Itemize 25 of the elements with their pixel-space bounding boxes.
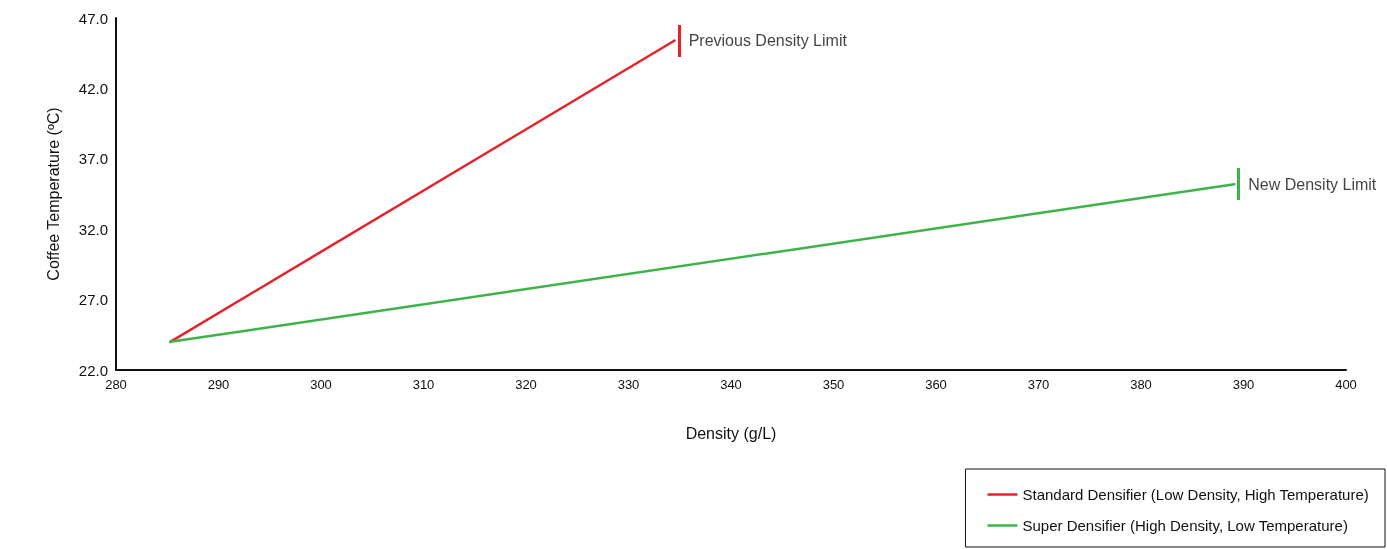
x-tick-label: 320 <box>515 377 537 392</box>
y-tick-label: 47.0 <box>78 9 108 27</box>
x-tick-label: 380 <box>1130 377 1152 392</box>
annotation: New Density Limit <box>1248 175 1377 193</box>
x-tick-label: 300 <box>310 377 332 392</box>
y-axis-title: Coffee Temperature (ºC) <box>44 107 62 281</box>
y-tick-label: 22.0 <box>78 361 108 379</box>
x-tick-label: 370 <box>1027 377 1050 392</box>
x-tick-label: 290 <box>207 377 230 392</box>
x-tick-label: 360 <box>925 377 947 392</box>
x-tick-label: 330 <box>617 377 640 392</box>
x-tick-label: 310 <box>412 377 435 392</box>
x-tick-label: 280 <box>105 377 127 392</box>
y-tick-label: 32.0 <box>78 220 108 238</box>
x-tick-label: 350 <box>822 377 845 392</box>
x-tick-label: 390 <box>1232 377 1255 392</box>
legend-label: Super Densifier (High Density, Low Temperature) <box>1022 517 1348 534</box>
y-tick-label: 27.0 <box>78 291 108 309</box>
legend-label: Standard Densifier (Low Density, High Temperature) <box>1022 486 1369 503</box>
annotation: Previous Density Limit <box>688 32 848 50</box>
x-tick-label: 340 <box>720 377 742 392</box>
x-tick-label: 400 <box>1335 377 1357 392</box>
x-axis-title: Density (g/L) <box>685 424 777 442</box>
y-tick-label: 37.0 <box>78 150 108 168</box>
y-tick-label: 42.0 <box>78 79 108 97</box>
